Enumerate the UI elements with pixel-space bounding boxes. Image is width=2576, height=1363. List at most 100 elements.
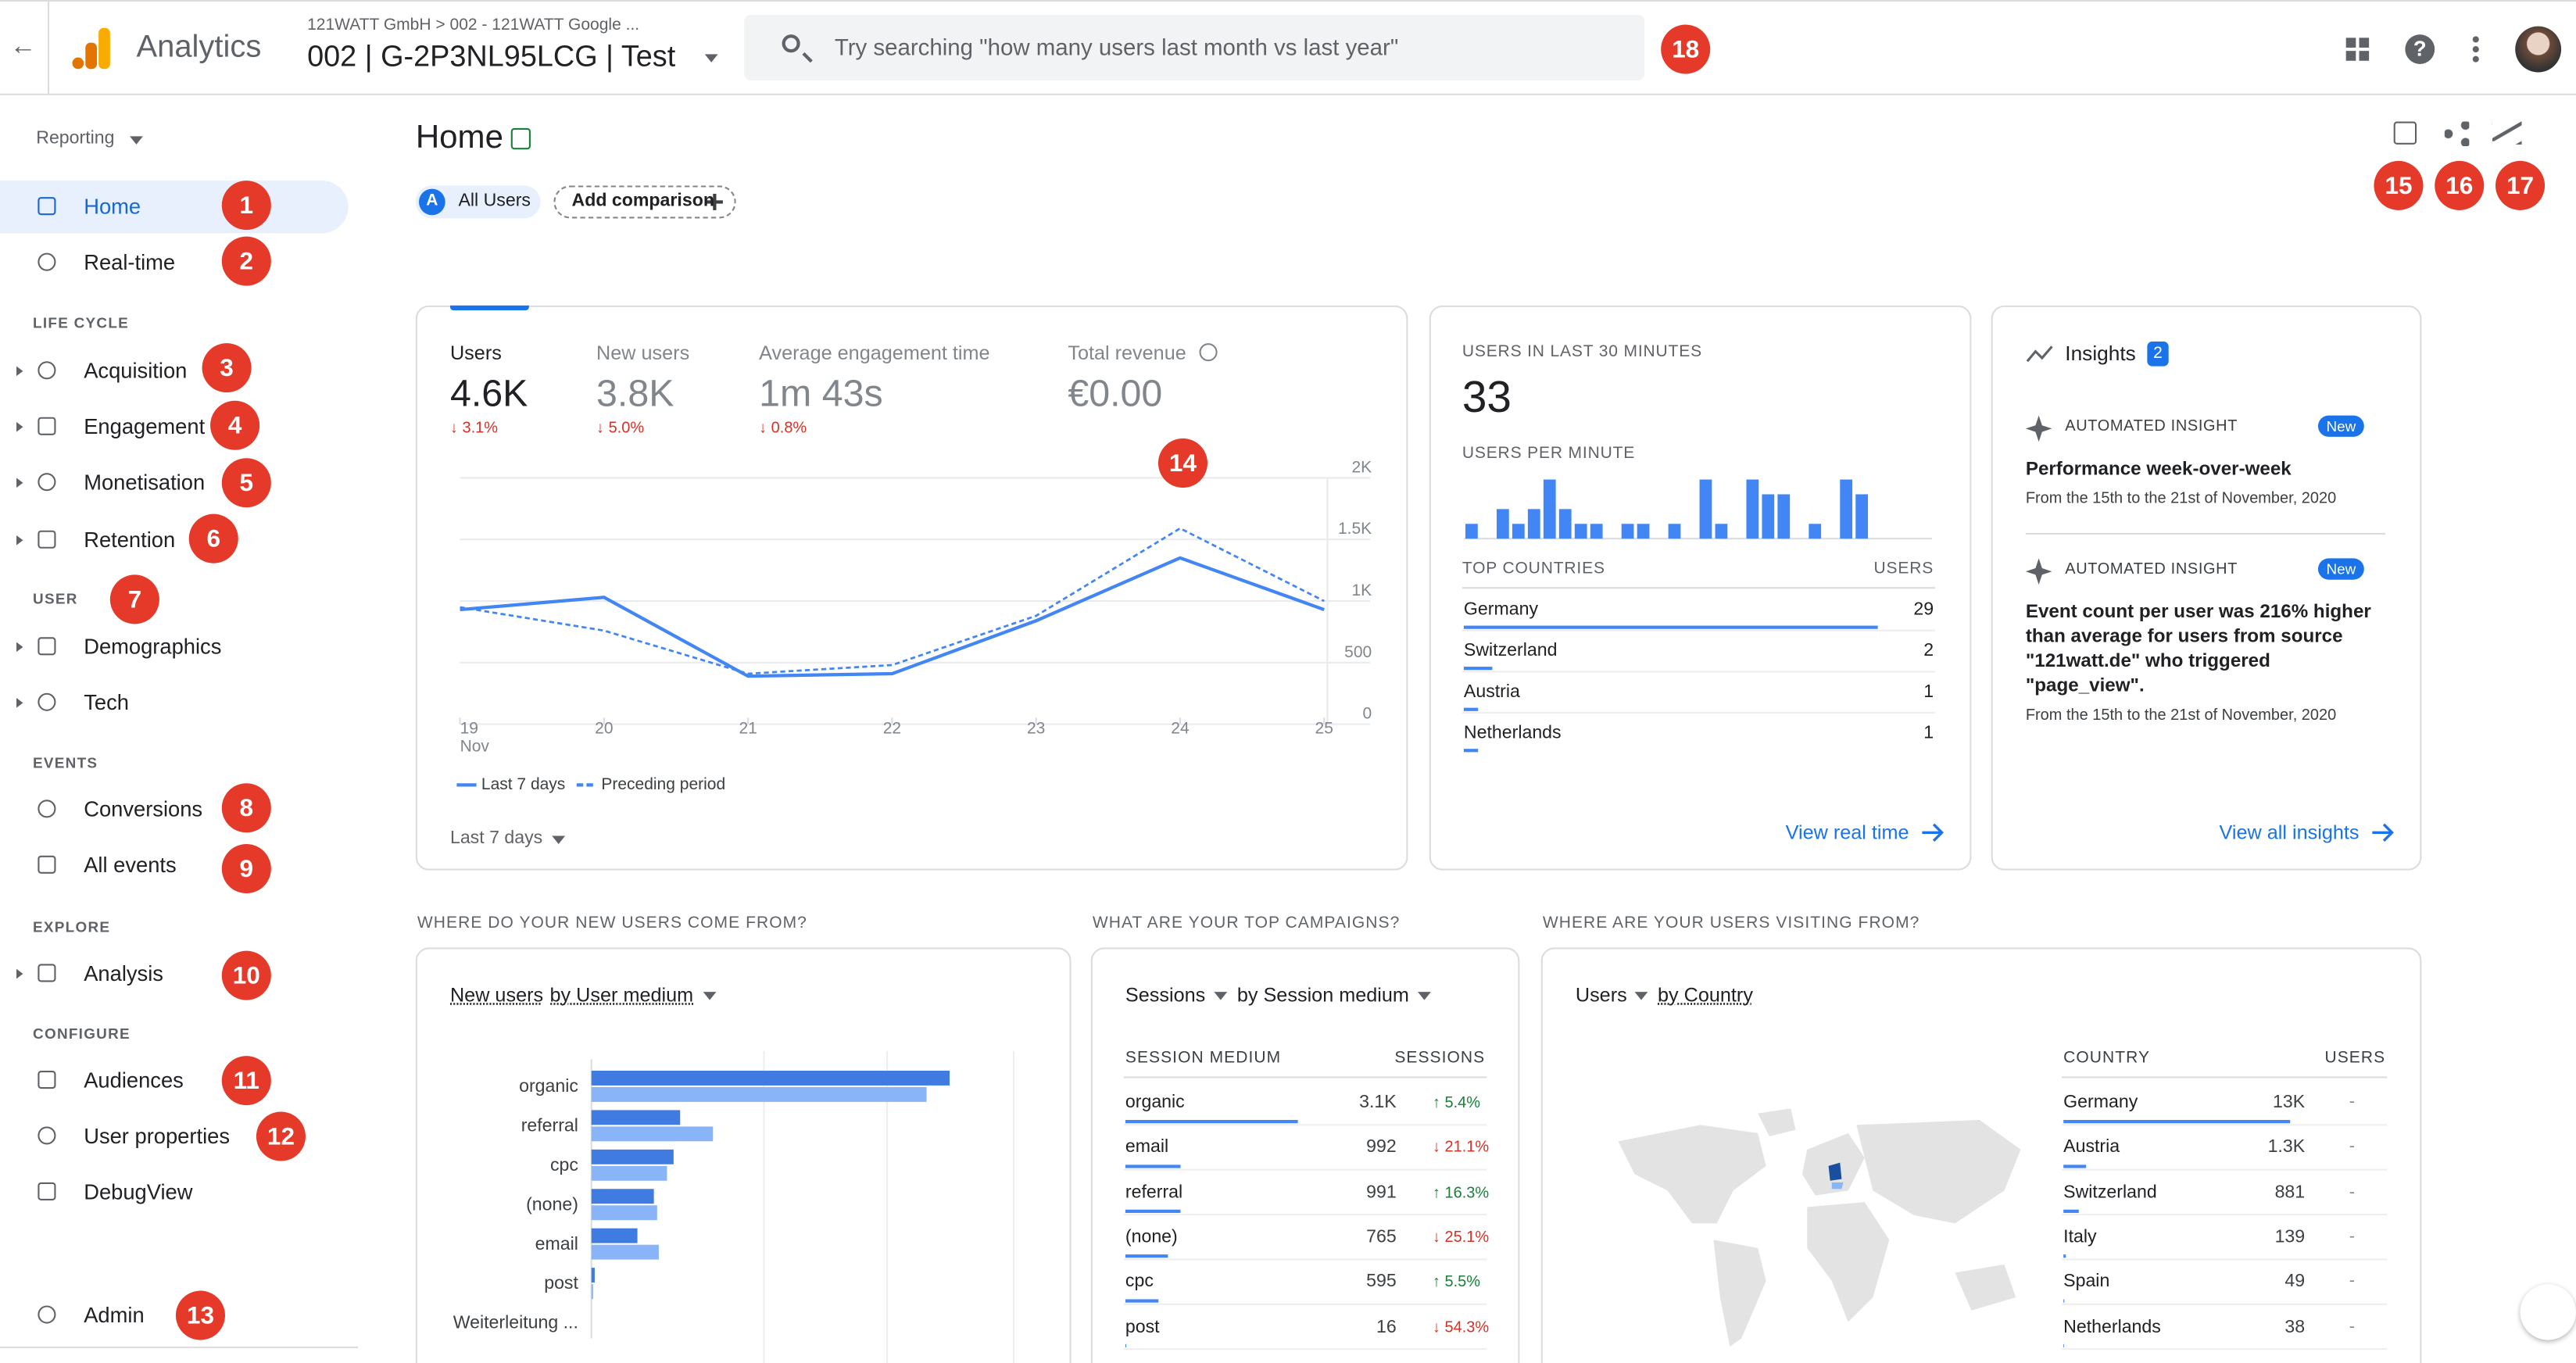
nav-item[interactable]: Home [84, 194, 141, 219]
help-icon [1199, 343, 1218, 362]
more-icon[interactable] [2472, 34, 2479, 64]
page-title: Home [415, 120, 503, 156]
logo-bar [98, 27, 110, 70]
nav-item[interactable]: Admin [84, 1302, 145, 1328]
column-header: SESSION MEDIUM [1125, 1049, 1282, 1068]
insights-title: Insights [2065, 342, 2136, 366]
users-change: - [2349, 1318, 2355, 1336]
medium-name: email [1125, 1137, 1169, 1157]
sessions-change: ↑ 5.5% [1432, 1273, 1481, 1292]
nav-item[interactable]: Tech [84, 689, 129, 715]
metric-selector[interactable]: Sessions [1125, 983, 1206, 1007]
sessions-value: 765 [1366, 1227, 1397, 1247]
customize-icon[interactable] [2393, 121, 2417, 145]
medium-name: organic [1125, 1093, 1185, 1113]
insight-kind: AUTOMATED INSIGHT [2065, 417, 2238, 436]
section-heading: WHERE DO YOUR NEW USERS COME FROM? [417, 914, 807, 933]
country-name: Germany [2063, 1093, 2138, 1113]
segment-avatar [419, 188, 445, 216]
dimension-selector[interactable]: by Country [1657, 983, 1753, 1007]
avatar[interactable] [2515, 26, 2562, 73]
search-icon [782, 34, 800, 53]
users-change: - [2349, 1272, 2355, 1291]
nav-item[interactable]: Monetisation [84, 470, 206, 495]
nav-icon [38, 473, 56, 492]
nav-icon [38, 361, 56, 380]
property-selector[interactable]: 002 | G-2P3NL95LCG | Test [307, 39, 676, 73]
metric-value: 3.8K [596, 371, 674, 414]
nav-item[interactable]: Real-time [84, 249, 176, 275]
logo-dot [72, 57, 84, 70]
help-icon[interactable]: ? [2405, 34, 2435, 64]
nav-item[interactable]: All events [84, 852, 177, 878]
metric-selector[interactable]: Users [1575, 983, 1627, 1007]
date-range[interactable]: Last 7 days [449, 828, 543, 849]
product-name: Analytics [136, 30, 262, 66]
property-caret [704, 54, 718, 63]
nav-item[interactable]: Analysis [84, 961, 163, 986]
sessions-value: 991 [1366, 1182, 1397, 1203]
logo [72, 27, 111, 71]
dropdown-caret [1417, 992, 1431, 1000]
nav-section: EXPLORE [33, 918, 111, 935]
nav-item[interactable]: DebugView [84, 1179, 193, 1204]
insight-headline: Performance week-over-week [2025, 460, 2292, 480]
insights-card [1991, 305, 2422, 871]
map-africa [1807, 1202, 1890, 1322]
map-germany [1828, 1162, 1842, 1181]
reporting-selector[interactable]: Reporting [36, 128, 115, 148]
metric-value: 4.6K [449, 371, 528, 414]
annotation-number: 16 [2445, 171, 2473, 199]
nav-icon [38, 1070, 56, 1089]
annotation-badge [2495, 160, 2546, 210]
users-change: - [2349, 1228, 2355, 1247]
dimension-selector[interactable]: by Session medium [1236, 983, 1409, 1007]
country-name: Austria [2063, 1137, 2120, 1157]
users-change: - [2349, 1093, 2355, 1112]
insights-count-bg [2147, 342, 2169, 367]
country-users: 1 [1923, 723, 1934, 743]
nav-icon [38, 530, 56, 549]
dimension-selector[interactable]: by User medium [549, 983, 694, 1007]
nav-icon [38, 1305, 56, 1324]
share-icon[interactable] [2444, 121, 2470, 147]
nav-expand[interactable] [16, 478, 23, 488]
add-comparison[interactable]: Add comparison [571, 191, 714, 211]
nav-expand[interactable] [16, 535, 23, 546]
header-divider [47, 2, 50, 95]
nav-item[interactable]: Audiences [84, 1068, 184, 1093]
comparison-chip[interactable] [553, 185, 736, 219]
nav-item[interactable]: Conversions [84, 796, 203, 822]
metric-selector[interactable]: New users [449, 983, 544, 1007]
column-header: SESSIONS [1394, 1049, 1486, 1068]
metric-change: ↓ 5.0% [596, 419, 645, 438]
nav-item[interactable]: Demographics [84, 634, 222, 660]
nav-item[interactable]: Retention [84, 527, 176, 553]
map-australia [1955, 1264, 2016, 1311]
nav-expand[interactable] [16, 968, 23, 979]
nav-expand[interactable] [16, 422, 23, 432]
users-change: - [2349, 1183, 2355, 1202]
nav-item[interactable]: User properties [84, 1123, 231, 1149]
tab-indicator [449, 305, 529, 311]
sessions-value: 3.1K [1359, 1093, 1397, 1113]
nav-item[interactable]: Engagement [84, 413, 206, 439]
nav-expand[interactable] [16, 366, 23, 377]
feedback-button[interactable] [2520, 1284, 2576, 1340]
insight-period: From the 15th to the 21st of November, 2… [2025, 489, 2337, 508]
realtime-link[interactable]: View real time [1785, 821, 1909, 844]
nav-section: LIFE CYCLE [33, 314, 130, 331]
insights-count: 2 [2153, 344, 2163, 363]
nav-icon [38, 1126, 56, 1145]
annotation-badge [2374, 160, 2424, 210]
map-north-america [1618, 1125, 1766, 1224]
insights-icon[interactable] [2492, 121, 2522, 145]
insights-link[interactable]: View all insights [2219, 821, 2360, 844]
nav-expand[interactable] [16, 698, 23, 708]
back-button[interactable]: ← [9, 33, 37, 61]
apps-icon[interactable] [2345, 38, 2370, 61]
sidebar-bottom-line [0, 1346, 359, 1349]
search-box[interactable] [744, 14, 1645, 80]
nav-item[interactable]: Acquisition [84, 358, 188, 384]
nav-expand[interactable] [16, 642, 23, 653]
